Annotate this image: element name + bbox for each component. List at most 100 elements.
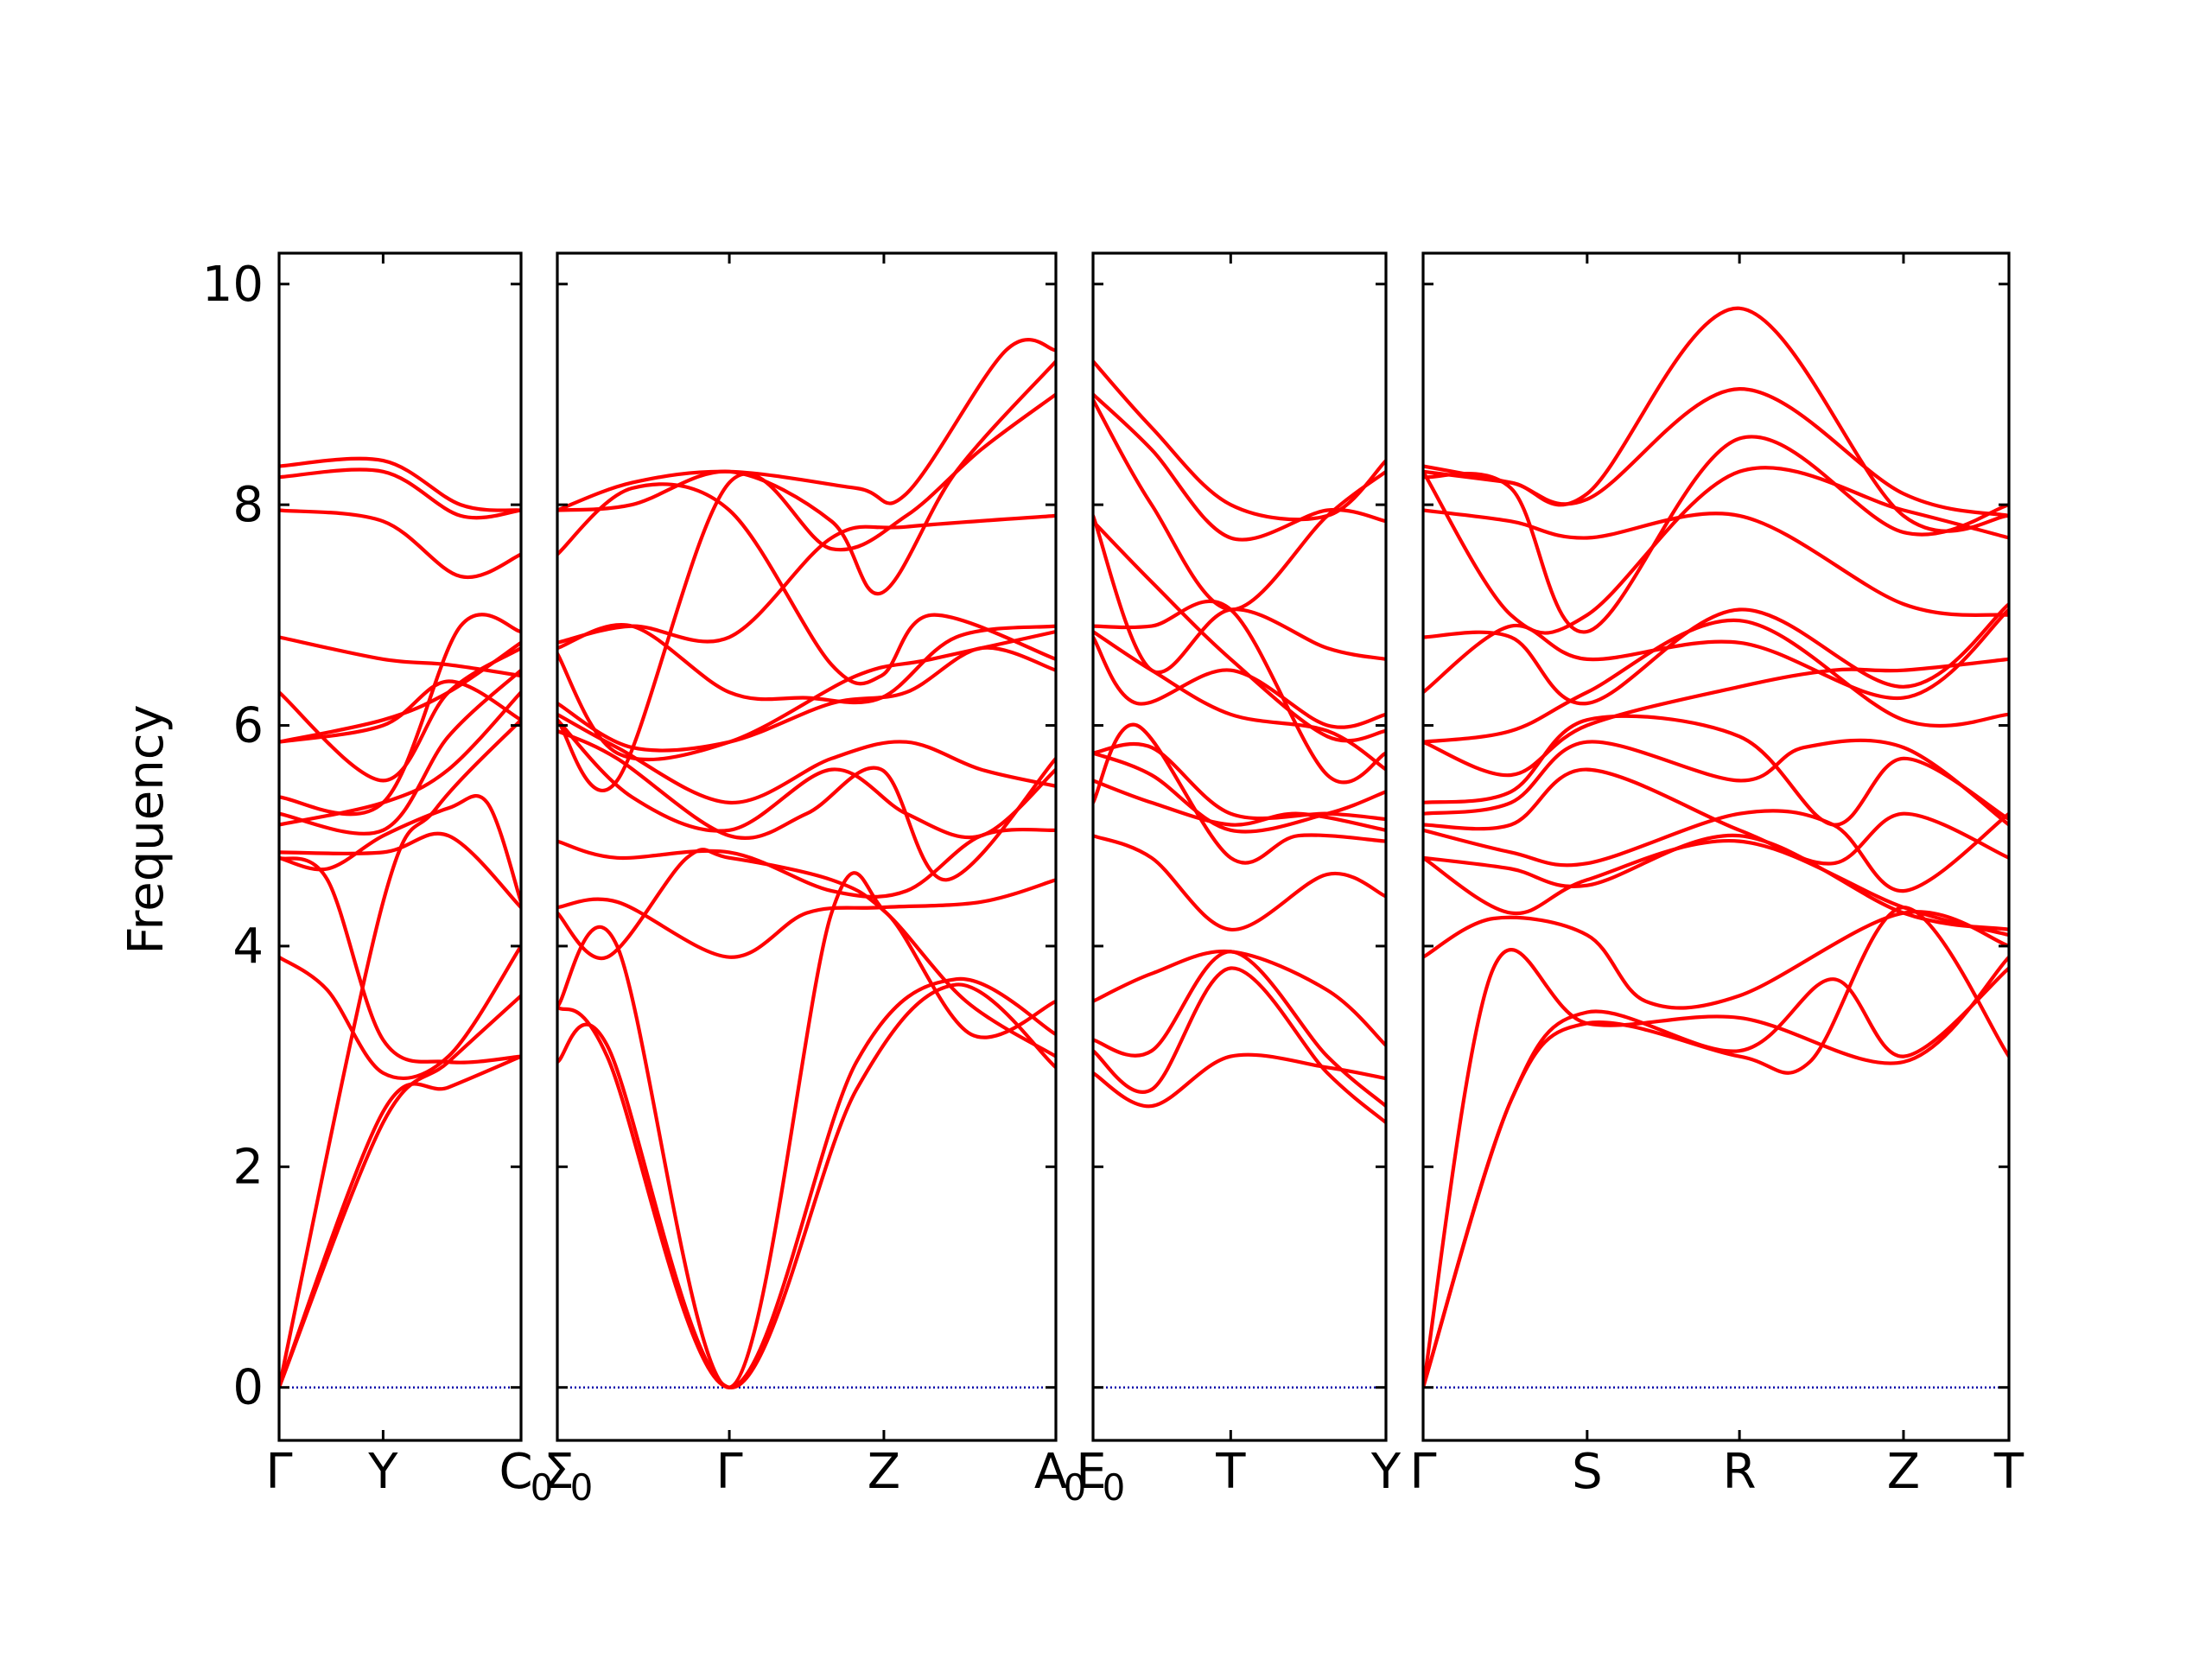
panel-2: Σ0 Γ Z A0	[543, 251, 1087, 1509]
band-group	[1423, 306, 2009, 1389]
band-9	[1423, 738, 2009, 827]
band-17	[1423, 466, 2009, 635]
y-tick-label: 8	[232, 477, 264, 533]
x-tick-label: Γ	[1409, 1444, 1436, 1500]
band-8	[279, 690, 521, 827]
band-19	[1423, 306, 2009, 533]
panel-frame	[556, 251, 1058, 1442]
band-7	[279, 794, 521, 904]
x-tick-label: T	[1993, 1444, 2024, 1500]
band-10	[1423, 714, 2009, 827]
band-11	[1423, 657, 2009, 778]
band-14	[1093, 513, 1386, 675]
x-tick-label: Y	[367, 1444, 398, 1500]
y-axis-title: Frequency	[118, 704, 175, 954]
x-tick-label: Z	[1887, 1444, 1920, 1500]
x-tick-label: A	[1034, 1444, 1067, 1500]
band-16	[1093, 392, 1386, 542]
x-tick-label: Z	[868, 1444, 900, 1500]
y-tick-label: 6	[232, 698, 264, 754]
band-7	[557, 728, 1056, 882]
band-13	[557, 513, 1056, 645]
band-1	[279, 1054, 521, 1389]
band-group	[279, 456, 521, 1389]
band-14	[557, 392, 1056, 792]
panel-frame	[277, 251, 523, 1442]
panel-frame	[1091, 251, 1388, 1442]
band-7	[1423, 809, 2009, 893]
band-16	[279, 467, 521, 520]
band-3	[557, 871, 1056, 1389]
band-12	[557, 623, 1056, 705]
y-tick-label: 0	[232, 1360, 264, 1416]
band-3	[1093, 950, 1386, 1109]
band-13	[279, 635, 521, 678]
band-15	[279, 508, 521, 580]
band-5	[1093, 834, 1386, 931]
band-2	[1423, 966, 2009, 1389]
x-tick-label: T	[1215, 1444, 1246, 1500]
band-2	[279, 994, 521, 1389]
band-group	[557, 338, 1056, 1389]
band-15	[1423, 508, 2009, 618]
band-9	[279, 668, 521, 836]
band-4	[279, 944, 521, 1080]
band-7	[1093, 779, 1386, 832]
band-11	[557, 629, 1056, 762]
band-3	[279, 718, 521, 1389]
band-9	[557, 712, 1056, 805]
band-12	[1093, 599, 1386, 785]
x-tick-label: 0	[570, 1466, 594, 1509]
x-tick-label: C	[499, 1444, 532, 1500]
band-10	[1093, 635, 1386, 729]
band-16	[557, 359, 1056, 596]
band-5	[557, 878, 1056, 959]
band-11	[279, 640, 521, 744]
band-4	[1093, 949, 1386, 1047]
panel-3: E0 T Y	[1076, 251, 1402, 1509]
band-group	[1093, 359, 1386, 1125]
y-tick-label: 10	[202, 257, 264, 313]
x-tick-label: Y	[1370, 1444, 1402, 1500]
x-tick-label: R	[1723, 1444, 1757, 1500]
band-5	[279, 855, 521, 1065]
y-tick-label: 4	[232, 918, 264, 975]
band-2	[557, 977, 1056, 1389]
x-tick-label: Γ	[265, 1444, 292, 1500]
band-15	[1093, 397, 1386, 612]
x-tick-label: 0	[531, 1466, 554, 1509]
band-1	[557, 982, 1056, 1389]
band-13	[1423, 607, 2009, 701]
band-16	[1423, 435, 2009, 634]
x-tick-label: 0	[1064, 1466, 1087, 1509]
band-14	[279, 613, 521, 817]
band-6	[1423, 838, 2009, 938]
x-tick-label: E	[1076, 1444, 1106, 1500]
x-tick-label: 0	[1103, 1466, 1126, 1509]
band-17	[557, 338, 1056, 512]
band-6	[557, 827, 1056, 899]
band-1	[1093, 1052, 1386, 1109]
band-3	[1423, 948, 2009, 1389]
band-13	[1093, 519, 1386, 743]
panel-frame	[1421, 251, 2011, 1442]
band-4	[557, 848, 1056, 1058]
band-14	[1423, 602, 2009, 706]
band-6	[1093, 722, 1386, 865]
band-9	[1093, 751, 1386, 834]
band-15	[557, 482, 1056, 686]
band-8	[557, 718, 1056, 840]
band-2	[1093, 966, 1386, 1125]
y-tick-label: 2	[232, 1139, 264, 1195]
band-17	[1093, 359, 1386, 522]
band-6	[279, 831, 521, 910]
band-8	[1093, 741, 1386, 822]
band-1	[1423, 906, 2009, 1389]
x-tick-label: Γ	[715, 1444, 742, 1500]
band-17	[279, 456, 521, 512]
band-8	[1423, 767, 2009, 866]
